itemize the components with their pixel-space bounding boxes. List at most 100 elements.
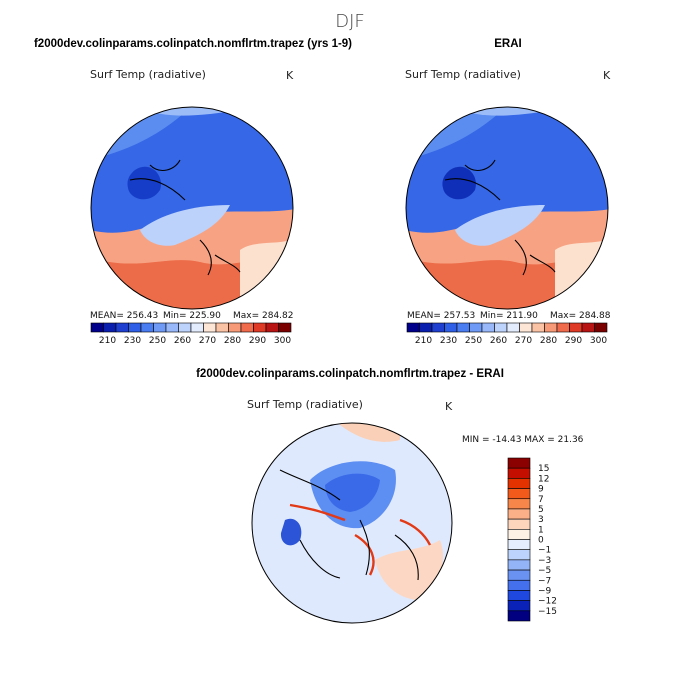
panel-model-min: Min= 225.90 [163,311,221,321]
colorbar-swatch [507,590,531,601]
panel-obs-map [406,107,608,309]
colorbar-swatch [507,569,531,581]
colorbar-tick-label: 290 [249,336,266,346]
colorbar-tick-label: 270 [199,336,216,346]
colorbar-tick-label: 260 [490,336,507,346]
colorbar-swatch [506,322,520,333]
colorbar-tick-label: 250 [149,336,166,346]
figure-title: DJF [335,11,365,32]
colorbar-swatch [507,559,531,571]
map-field-cold-center [325,473,380,512]
panel-diff-title: f2000dev.colinparams.colinpatch.nomflrtm… [196,368,504,380]
panel-diff: f2000dev.colinparams.colinpatch.nomflrtm… [196,368,584,624]
map-field-coldest [442,166,476,200]
colorbar-tick-label: −15 [538,607,557,617]
colorbar-tick-label: 3 [538,515,544,525]
colorbar-swatch [469,322,483,333]
colorbar-tick-label: 230 [124,336,141,346]
colorbar-swatch [569,322,583,333]
colorbar-tick-label: −9 [538,586,552,596]
colorbar-swatch [253,322,267,333]
colorbar-tick-label: −7 [538,576,551,586]
colorbar-swatch [203,322,217,333]
map-coastlines [129,159,241,276]
colorbar-swatch [278,322,292,333]
colorbar-tick-label: 0 [538,536,544,546]
colorbar-swatch [594,322,608,333]
panel-model: f2000dev.colinparams.colinpatch.nomflrtm… [34,38,352,346]
colorbar-swatch [507,457,531,469]
colorbar-tick-label: −3 [538,556,551,566]
colorbar-tick-label: 9 [538,485,544,495]
colorbar-swatch [419,322,433,333]
colorbar-tick-label: 280 [224,336,241,346]
colorbar-tick-label: 12 [538,474,549,484]
map-field-sea [455,205,545,246]
colorbar-swatch [507,518,531,530]
panel-obs-colorbar: 210 230 250 260 270 280 290 300 [406,322,608,346]
colorbar-swatch [115,322,129,333]
colorbar-tick-label: 290 [565,336,582,346]
colorbar-swatch [507,467,531,479]
panel-model-units: K [286,69,294,82]
map-boundary [90,106,294,310]
colorbar-swatch [265,322,279,333]
colorbar-swatch [228,322,242,333]
colorbar-swatch [140,322,154,333]
colorbar-swatch [481,322,495,333]
colorbar-swatch [507,478,531,489]
panel-diff-minmax: MIN = -14.43 MAX = 21.36 [462,435,584,445]
colorbar-swatch [544,322,558,333]
colorbar-swatch [240,322,254,333]
colorbar-tick-label: 230 [440,336,457,346]
colorbar-swatch [507,600,531,612]
colorbar-swatch [406,322,420,333]
colorbar-swatch [178,322,192,333]
colorbar-swatch [103,322,117,333]
map-field-warm-se [375,540,444,600]
colorbar-swatch [507,539,531,550]
panel-obs-units: K [603,69,611,82]
panel-model-variable: Surf Temp (radiative) [90,68,206,81]
panel-obs-variable: Surf Temp (radiative) [405,68,521,81]
colorbar-swatch [90,322,104,333]
colorbar-tick-label: 280 [540,336,557,346]
colorbar-tick-label: 270 [515,336,532,346]
colorbar-swatch [153,322,167,333]
colorbar-swatch [531,322,545,333]
colorbar-swatch [165,322,179,333]
panel-model-mean: MEAN= 256.43 [90,311,158,321]
panel-model-map [91,107,293,309]
panel-obs: ERAI Surf Temp (radiative) K MEAN= 257.5… [405,38,611,346]
colorbar-swatch [507,488,531,500]
colorbar-tick-label: 210 [415,336,432,346]
colorbar-tick-label: −1 [538,546,551,556]
colorbar-swatch [190,322,204,333]
colorbar-tick-label: 15 [538,464,549,474]
colorbar-swatch [507,508,531,520]
colorbar-tick-label: 210 [99,336,116,346]
colorbar-swatch [507,579,531,591]
colorbar-swatch [507,549,531,561]
map-boundary [251,422,453,624]
map-coastlines [279,469,419,581]
colorbar-swatch [456,322,470,333]
colorbar-swatch [128,322,142,333]
map-boundary [405,106,609,310]
panel-obs-min: Min= 211.90 [480,311,538,321]
map-warm-streaks [289,503,432,576]
colorbar-tick-label: −5 [538,566,551,576]
panel-obs-max: Max= 284.88 [550,311,611,321]
colorbar-swatch [519,322,533,333]
colorbar-swatch [507,529,531,540]
panel-model-title: f2000dev.colinparams.colinpatch.nomflrtm… [34,38,352,50]
panel-diff-variable: Surf Temp (radiative) [247,398,363,411]
colorbar-swatch [556,322,570,333]
colorbar-swatch [215,322,229,333]
colorbar-swatch [507,610,531,622]
map-coastlines [444,159,556,276]
panel-model-max: Max= 284.82 [233,311,294,321]
panel-diff-units: K [445,400,453,413]
panel-obs-title: ERAI [494,38,521,50]
